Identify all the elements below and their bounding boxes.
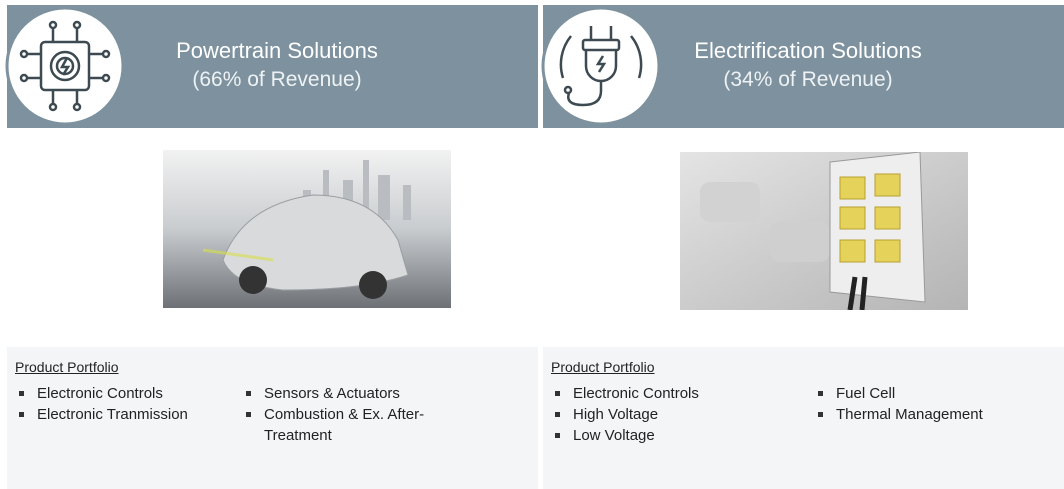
car-photo	[163, 150, 451, 308]
portfolio-heading: Product Portfolio	[15, 359, 119, 375]
portfolio-box: Product Portfolio Electronic Controls El…	[7, 347, 538, 489]
list-item: High Voltage	[553, 404, 793, 425]
list-item: Electronic Controls	[17, 383, 227, 404]
gear-chip-icon	[5, 6, 125, 126]
panel-title: Powertrain Solutions (66% of Revenue)	[147, 38, 407, 92]
list-item: Sensors & Actuators	[244, 383, 444, 404]
list: Sensors & Actuators Combustion & Ex. Aft…	[244, 383, 444, 446]
panel: Powertrain Solutions (66% of Revenue) Pro…	[5, 0, 538, 489]
board-photo	[680, 152, 968, 310]
portfolio-box: Product Portfolio Electronic Controls Hi…	[543, 347, 1064, 489]
list: Fuel Cell Thermal Management	[816, 383, 1036, 425]
list: Electronic Controls High Voltage Low Vol…	[553, 383, 793, 446]
portfolio-heading: Product Portfolio	[551, 359, 655, 375]
list-item: Electronic Controls	[553, 383, 793, 404]
panel-title: Electrification Solutions (34% of Revenue…	[673, 38, 943, 92]
panel: Electrification Solutions (34% of Revenue…	[541, 0, 1064, 489]
list-item: Fuel Cell	[816, 383, 1036, 404]
list-item: Electronic Tranmission	[17, 404, 227, 425]
plug-icon	[541, 6, 661, 126]
subtitle: (66% of Revenue)	[192, 68, 362, 91]
list-item: Thermal Management	[816, 404, 1036, 425]
list-item: Low Voltage	[553, 425, 793, 446]
title: Electrification Solutions	[694, 38, 922, 63]
subtitle: (34% of Revenue)	[723, 68, 893, 91]
title: Powertrain Solutions	[176, 38, 378, 63]
list-item: Combustion & Ex. After-Treatment	[244, 404, 444, 446]
list: Electronic Controls Electronic Tranmissi…	[17, 383, 227, 425]
